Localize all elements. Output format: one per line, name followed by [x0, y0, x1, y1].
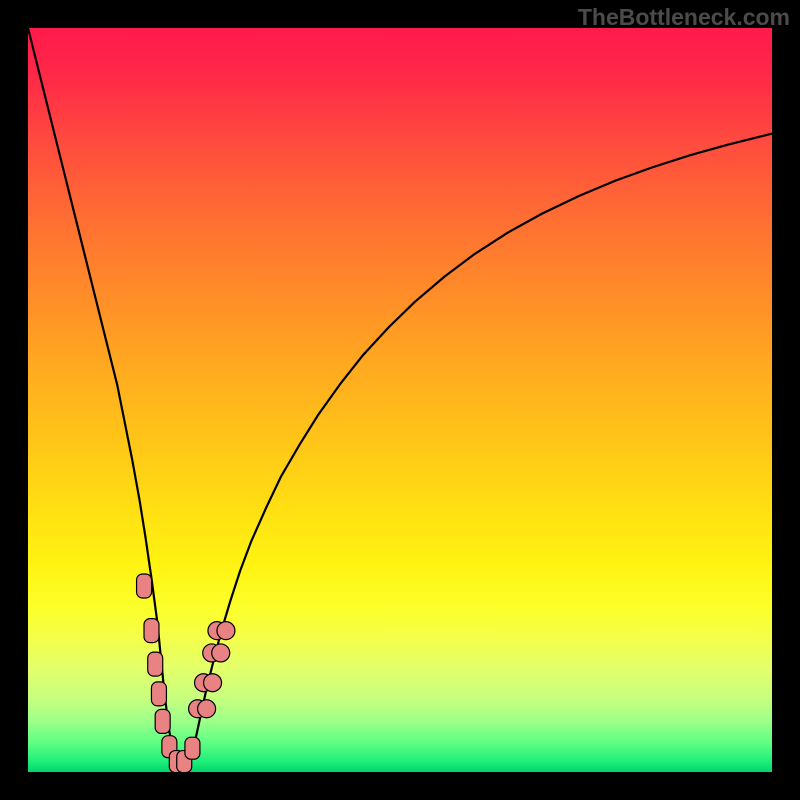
data-marker [148, 652, 163, 676]
data-marker [198, 700, 216, 718]
data-marker [204, 674, 222, 692]
data-marker [144, 619, 159, 643]
data-marker [185, 737, 200, 759]
data-marker [217, 622, 235, 640]
chart-overlay [28, 28, 772, 772]
watermark-text: TheBottleneck.com [578, 4, 790, 31]
data-marker [155, 709, 170, 733]
plot-area [28, 28, 772, 772]
data-marker [151, 682, 166, 706]
figure-root: { "watermark": { "text": "TheBottleneck.… [0, 0, 800, 800]
bottleneck-curve [28, 28, 772, 772]
data-marker [212, 644, 230, 662]
data-marker [137, 574, 152, 598]
